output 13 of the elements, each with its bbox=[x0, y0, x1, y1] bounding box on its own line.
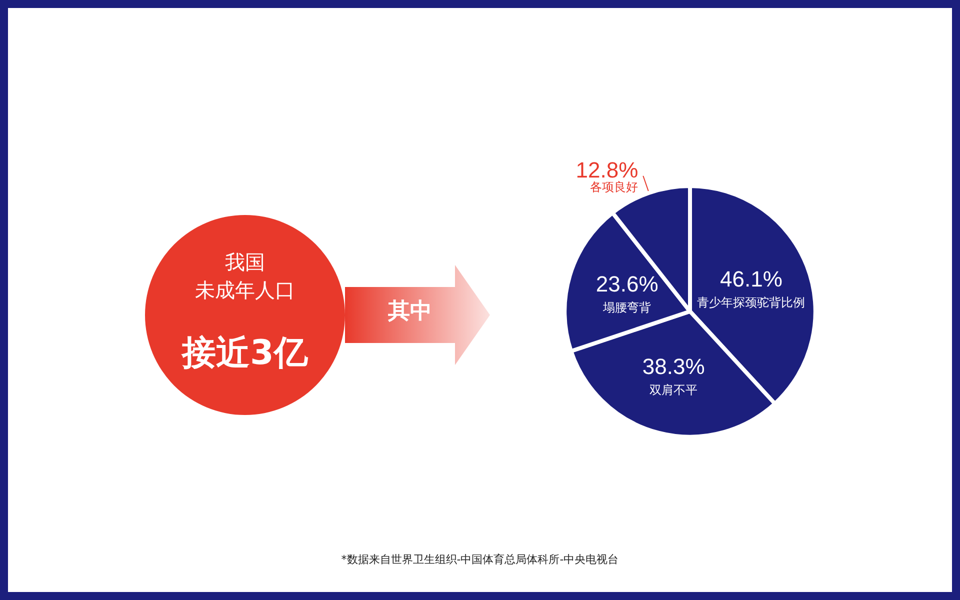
slice-label: 青少年探颈驼背比例 bbox=[697, 296, 806, 310]
data-label: 38.3% bbox=[642, 354, 705, 380]
text: 接近3亿 bbox=[180, 332, 309, 375]
slice-label: 各项良好 bbox=[590, 180, 638, 194]
data-label: 12.8% bbox=[576, 157, 638, 182]
data-label: 46.1% bbox=[720, 266, 782, 292]
text: 其中 bbox=[387, 298, 433, 326]
text: 我国 bbox=[224, 249, 266, 276]
text: 未成年人口 bbox=[194, 277, 296, 304]
slice-label: 双肩不平 bbox=[650, 383, 698, 398]
slice-label: 塌腰弯背 bbox=[602, 300, 652, 315]
data-label: 23.6% bbox=[596, 272, 658, 297]
text: *数据来自世界卫生组织-中国体育总局体科所-中央电视台 bbox=[340, 552, 620, 568]
